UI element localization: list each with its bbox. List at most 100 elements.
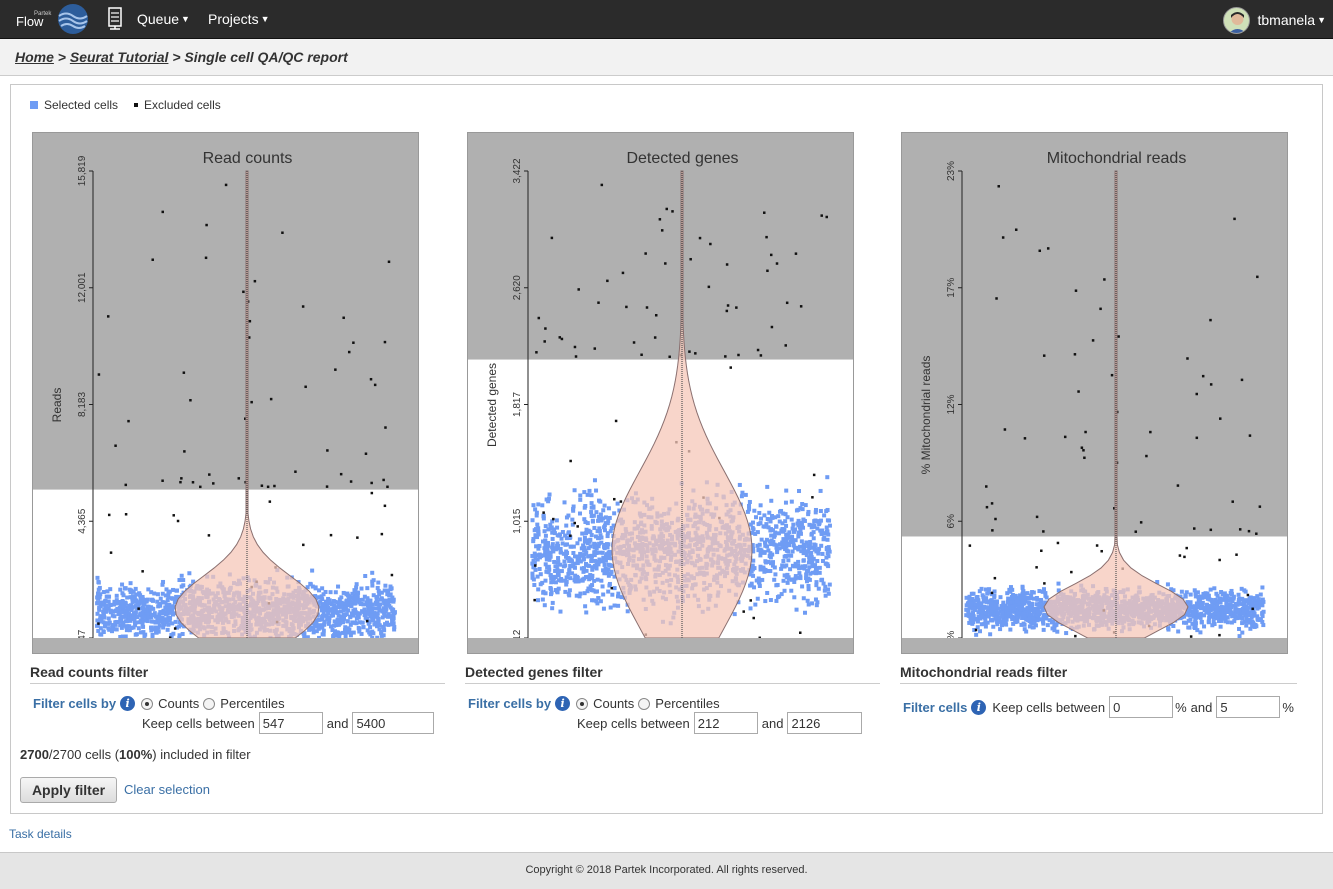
excluded-cell-point xyxy=(1038,249,1042,253)
selected-cell-point xyxy=(597,498,602,503)
selected-cell-point xyxy=(1055,629,1060,634)
selected-cell-point xyxy=(171,587,176,592)
selected-cell-point xyxy=(800,502,805,507)
selected-cell-point xyxy=(363,611,368,616)
selected-cell-point xyxy=(1260,611,1265,616)
selected-cell-point xyxy=(789,499,794,504)
mito-max-input[interactable] xyxy=(1216,696,1281,718)
selected-cell-point xyxy=(612,511,617,516)
selected-cell-point xyxy=(781,511,786,516)
excluded-region xyxy=(468,638,853,653)
selected-cell-point xyxy=(607,581,612,586)
selected-cell-point xyxy=(332,619,337,624)
selected-cell-point xyxy=(825,518,830,523)
clear-selection-link[interactable]: Clear selection xyxy=(124,782,210,797)
selected-cell-point xyxy=(366,605,371,610)
selected-cell-point xyxy=(1026,600,1031,605)
selected-cell-point xyxy=(1219,590,1224,595)
info-icon[interactable]: i xyxy=(120,696,136,711)
summary-tail-text: ) included in filter xyxy=(152,747,251,762)
selected-cell-point xyxy=(556,560,561,565)
excluded-cell-point xyxy=(1248,434,1252,437)
selected-cell-point xyxy=(594,566,599,571)
selected-cell-point xyxy=(806,602,811,607)
breadcrumb-home[interactable]: Home xyxy=(15,49,54,65)
selected-cell-point xyxy=(796,530,801,535)
excluded-cell-point xyxy=(342,316,345,320)
selected-cell-point xyxy=(980,593,985,598)
read-counts-chart[interactable]: Read counts5474,3658,18312,00115,819Read… xyxy=(33,133,418,653)
mito-reads-chart[interactable]: Mitochondrial reads0%6%12%17%23%% Mitoch… xyxy=(902,133,1287,653)
counts-radio-label[interactable]: Counts xyxy=(593,696,635,711)
selected-cell-point xyxy=(320,586,325,591)
selected-cell-point xyxy=(989,601,994,606)
excluded-cell-point xyxy=(725,309,729,313)
legend-selected-label: Selected cells xyxy=(44,98,119,112)
queue-server-icon[interactable] xyxy=(107,7,125,31)
selected-cell-point xyxy=(108,587,113,592)
selected-cell-point xyxy=(601,555,606,560)
selected-cell-point xyxy=(360,620,365,625)
breadcrumb-project[interactable]: Seurat Tutorial xyxy=(69,49,169,65)
selected-cell-point xyxy=(1037,601,1042,606)
read-counts-plot[interactable]: Read counts5474,3658,18312,00115,819Read… xyxy=(32,132,419,654)
selected-cell-point xyxy=(578,497,583,502)
selected-cell-point xyxy=(1255,614,1260,619)
counts-radio[interactable] xyxy=(141,697,154,710)
info-icon[interactable]: i xyxy=(971,699,987,715)
selected-cell-point xyxy=(1201,591,1206,596)
excluded-cell-point xyxy=(576,525,579,528)
detected-genes-max-input[interactable] xyxy=(787,712,863,734)
task-details-link[interactable]: Task details xyxy=(9,827,72,841)
selected-cell-point xyxy=(1193,591,1198,596)
selected-cell-point xyxy=(533,567,538,572)
detected-genes-plot[interactable]: Detected genes2121,0151,8172,6203,422Det… xyxy=(467,132,854,654)
selected-cell-point xyxy=(1229,620,1234,625)
excluded-cell-point xyxy=(1035,515,1039,519)
chevron-down-icon: ▼ xyxy=(1317,15,1326,25)
nav-queue-label: Queue xyxy=(137,11,180,27)
selected-cell-point xyxy=(98,592,103,597)
partek-flow-logo[interactable]: Partek Flow xyxy=(12,3,92,36)
percentiles-radio-label[interactable]: Percentiles xyxy=(220,696,285,711)
chart-title: Read counts xyxy=(203,150,293,167)
excluded-cell-point xyxy=(725,263,729,266)
mito-min-input[interactable] xyxy=(1109,696,1174,718)
selected-cell-point xyxy=(583,539,588,544)
counts-radio-label[interactable]: Counts xyxy=(158,696,200,711)
read-counts-max-input[interactable] xyxy=(352,712,435,734)
selected-cell-point xyxy=(998,595,1003,600)
detected-genes-chart[interactable]: Detected genes2121,0151,8172,6203,422Det… xyxy=(468,133,853,653)
selected-cell-point xyxy=(1244,623,1249,628)
selected-cell-point xyxy=(538,572,543,577)
selected-cell-point xyxy=(979,586,984,591)
selected-cell-point xyxy=(796,534,801,539)
selected-cell-point xyxy=(822,513,827,518)
read-counts-min-input[interactable] xyxy=(258,712,323,734)
apply-filter-button[interactable]: Apply filter xyxy=(20,777,117,803)
percentiles-radio-label[interactable]: Percentiles xyxy=(655,696,720,711)
selected-cell-point xyxy=(773,515,778,520)
selected-cell-point xyxy=(107,594,112,599)
user-menu[interactable]: tbmanela ▼ xyxy=(1223,6,1326,34)
selected-cell-point xyxy=(1011,615,1016,620)
counts-radio[interactable] xyxy=(576,697,589,710)
mito-reads-plot[interactable]: Mitochondrial reads0%6%12%17%23%% Mitoch… xyxy=(901,132,1288,654)
selected-cell-point xyxy=(536,598,541,603)
selected-cell-point xyxy=(556,578,561,583)
percentiles-radio[interactable] xyxy=(203,697,216,710)
nav-queue[interactable]: Queue ▼ xyxy=(137,11,190,27)
detected-genes-keep-row: Keep cells between and xyxy=(577,712,863,734)
selected-cell-point xyxy=(786,535,791,540)
selected-cell-point xyxy=(763,599,768,604)
nav-projects[interactable]: Projects ▼ xyxy=(208,11,270,27)
excluded-cell-point xyxy=(1255,532,1258,535)
selected-cell-point xyxy=(764,537,769,542)
selected-cell-point xyxy=(570,563,575,568)
selected-cell-point xyxy=(765,484,770,489)
selected-cell-point xyxy=(578,559,583,564)
percentiles-radio[interactable] xyxy=(638,697,651,710)
detected-genes-min-input[interactable] xyxy=(693,712,758,734)
info-icon[interactable]: i xyxy=(555,696,571,711)
selected-cell-point xyxy=(348,633,353,638)
